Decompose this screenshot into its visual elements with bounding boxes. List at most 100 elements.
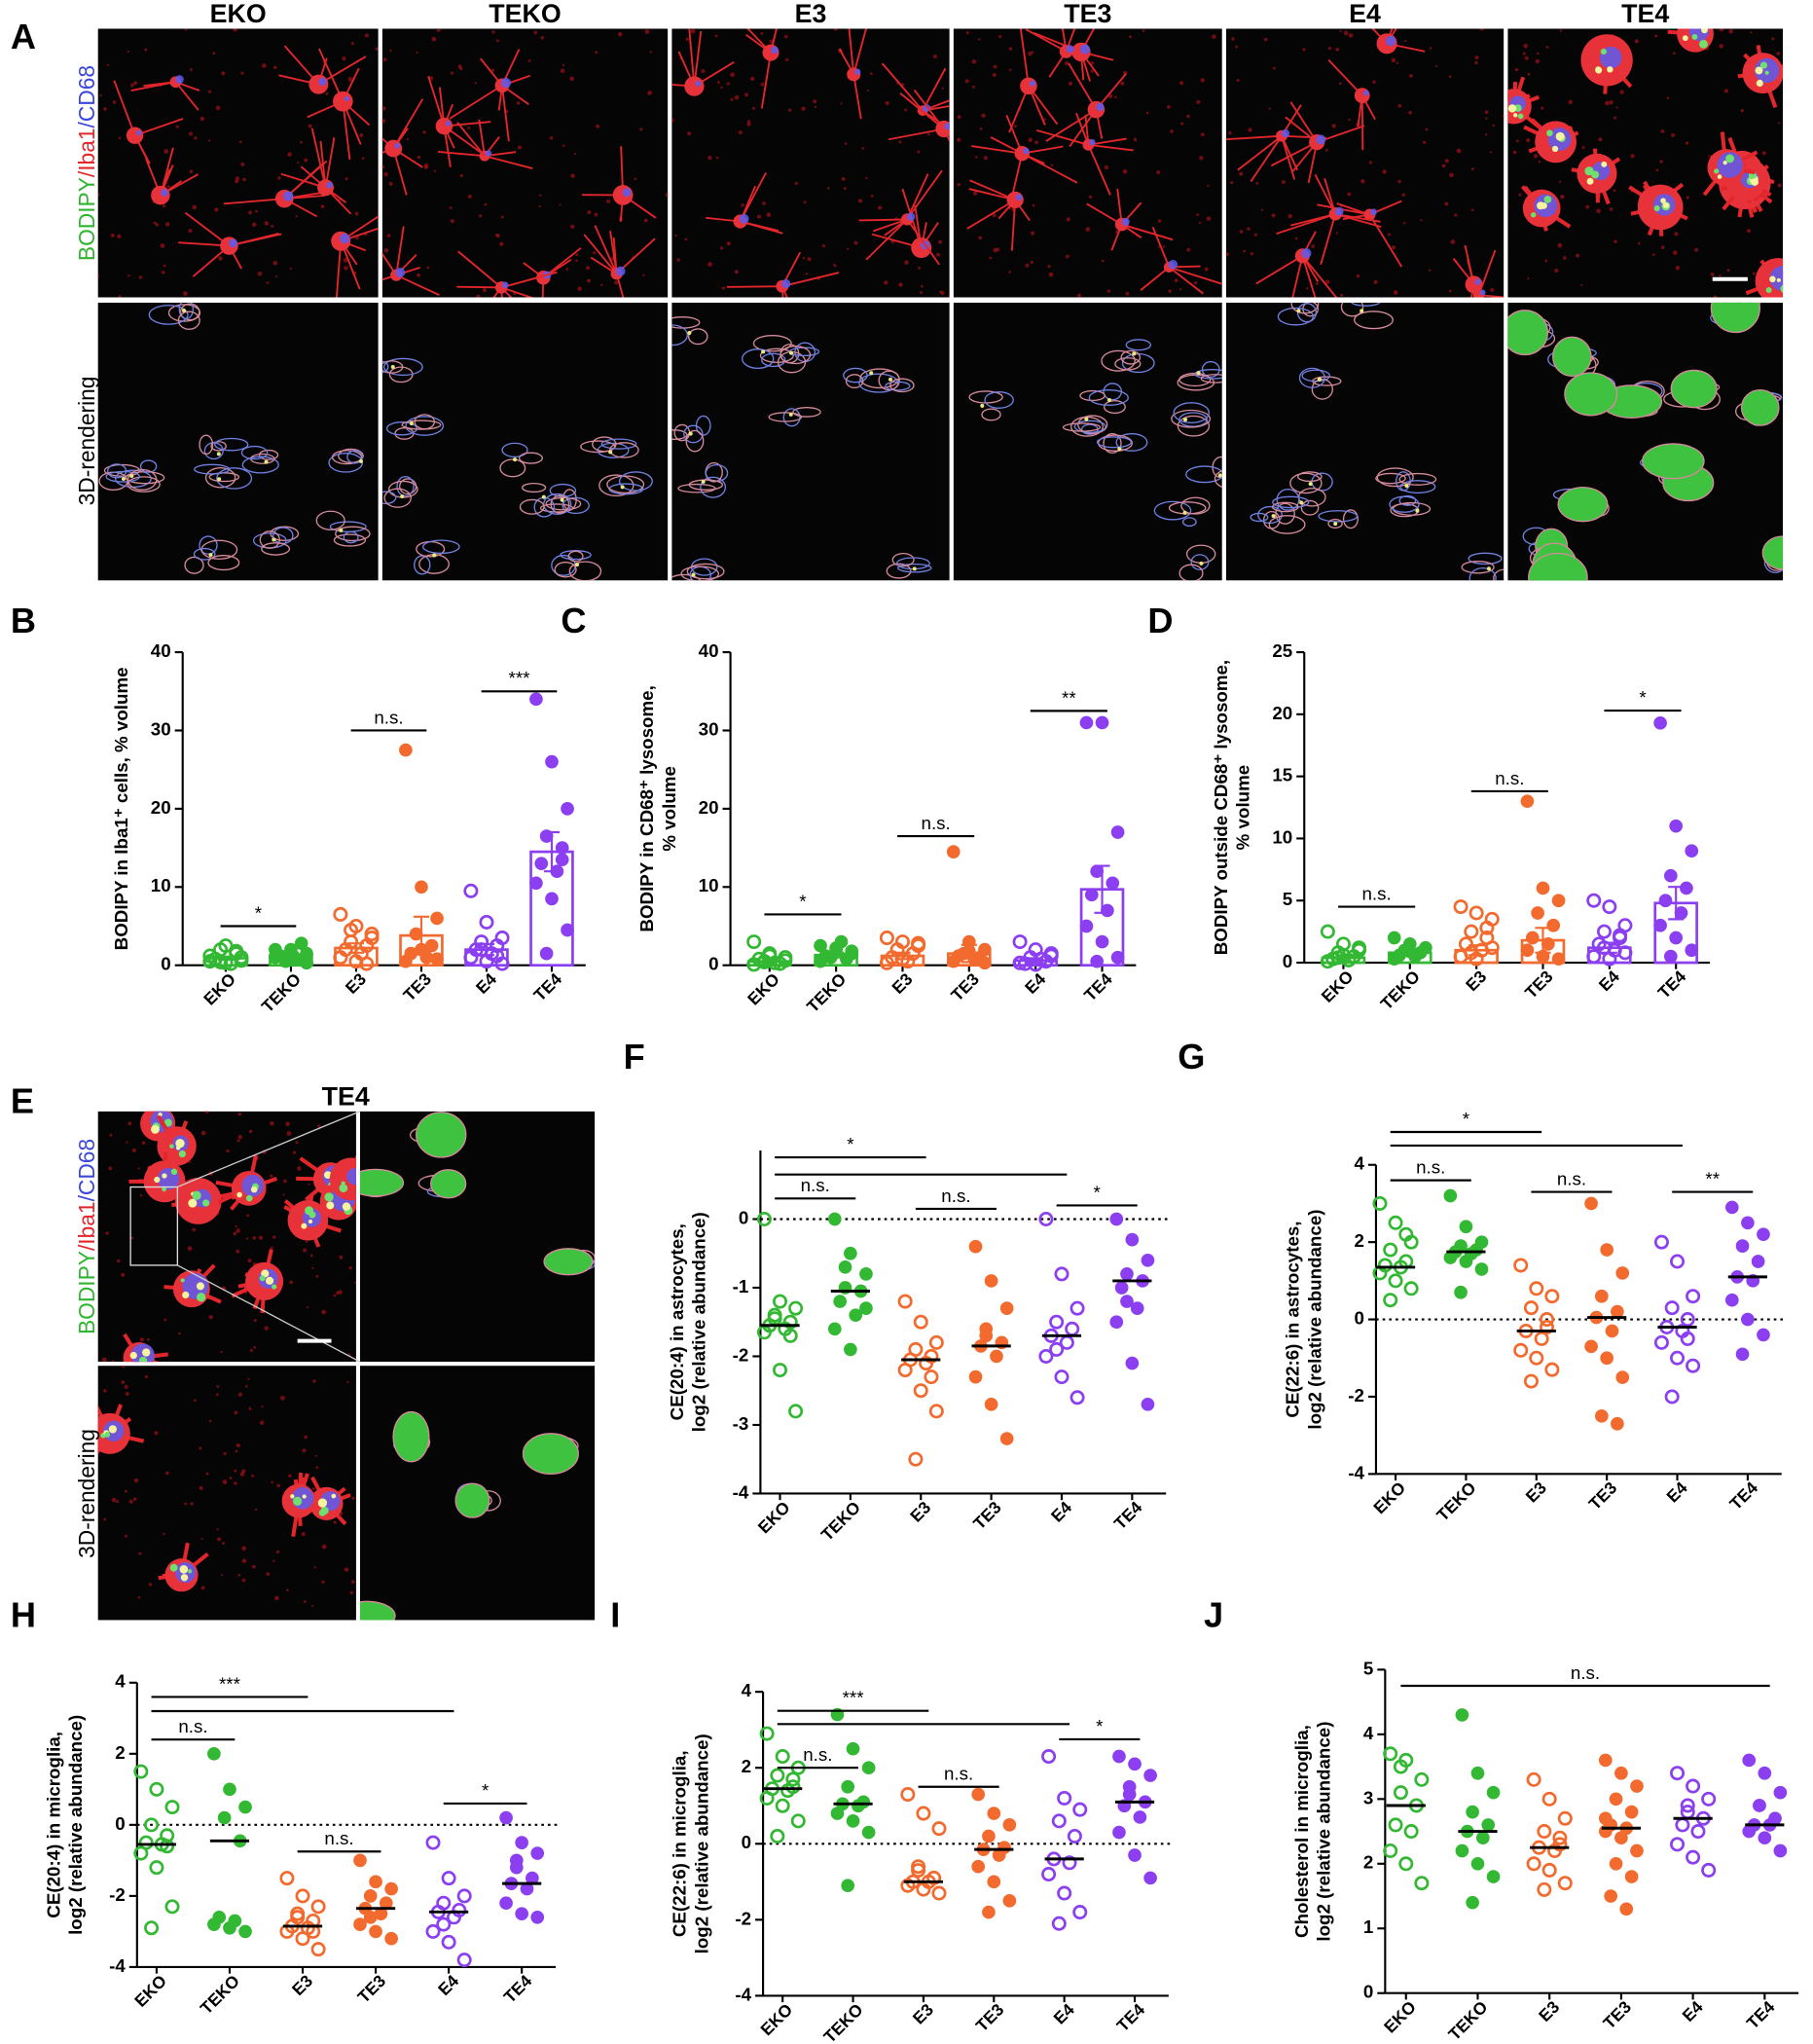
outline — [177, 310, 200, 330]
speckle — [1311, 244, 1315, 249]
y-tick-label: 5 — [1283, 889, 1292, 909]
speckle — [222, 1542, 225, 1546]
speckle — [1474, 60, 1478, 65]
speckle — [1101, 259, 1105, 263]
speckle — [936, 252, 941, 257]
speckle — [272, 1235, 276, 1239]
speckle — [124, 1384, 128, 1389]
process — [873, 218, 908, 233]
data-point — [1669, 819, 1684, 833]
speckle — [1114, 95, 1117, 99]
speckle — [240, 162, 245, 166]
speckle — [1196, 213, 1200, 217]
speckle — [295, 1141, 299, 1145]
data-point — [1534, 1331, 1549, 1346]
lysosome — [344, 95, 350, 102]
column-header: TE3 — [1064, 0, 1111, 28]
y-tick-label: -2 — [1348, 1385, 1364, 1405]
speckle — [762, 201, 766, 205]
speckle — [266, 1572, 271, 1577]
micrograph — [1507, 28, 1784, 298]
panel-title: TE4 — [322, 1081, 370, 1111]
data-point — [436, 1916, 452, 1932]
outline — [1171, 409, 1212, 428]
data-point — [456, 1953, 472, 1968]
process — [395, 226, 405, 275]
process — [500, 287, 503, 298]
lipid-dot — [1299, 500, 1304, 505]
data-point — [788, 1404, 804, 1419]
zoom-line — [177, 1111, 361, 1188]
speckle — [1580, 283, 1583, 287]
speckle — [634, 177, 637, 181]
x-tick-label: TE4 — [1654, 967, 1690, 1003]
speckle — [1726, 269, 1730, 272]
data-point — [1403, 1281, 1419, 1296]
data-point — [1481, 1818, 1496, 1832]
data-point — [1685, 844, 1699, 858]
speckle — [1484, 133, 1488, 136]
zoom-box — [129, 1186, 179, 1266]
speckle — [1231, 37, 1235, 41]
data-point — [1330, 950, 1346, 966]
speckle — [1512, 150, 1517, 155]
data-point — [1586, 893, 1602, 908]
speckle — [147, 1337, 150, 1341]
speckle — [926, 132, 930, 136]
data-point — [1017, 956, 1033, 971]
speckle — [302, 1448, 307, 1453]
outline — [889, 378, 915, 393]
x-tick-label: E4 — [1021, 968, 1049, 997]
speckle — [1515, 139, 1519, 143]
speckle — [233, 28, 237, 32]
speckle — [490, 68, 495, 73]
process — [852, 74, 862, 120]
speckle — [1133, 137, 1137, 141]
data-point — [1352, 940, 1367, 956]
lipid — [245, 1194, 253, 1202]
outline — [606, 475, 645, 494]
speckle — [351, 1496, 355, 1500]
speckle — [248, 210, 252, 215]
speckle — [957, 182, 961, 187]
speckle — [1170, 129, 1174, 133]
speckle — [1339, 29, 1342, 33]
data-point — [1529, 1281, 1544, 1296]
data-point — [924, 1369, 939, 1385]
speckle — [957, 137, 961, 142]
data-point — [509, 1853, 524, 1868]
speckle — [187, 1246, 193, 1251]
lipid — [1682, 35, 1688, 42]
data-point — [992, 1848, 1006, 1862]
outline — [600, 438, 637, 450]
speckle — [1441, 164, 1446, 168]
data-point — [1701, 1791, 1717, 1807]
data-point — [1387, 931, 1401, 945]
data-point — [1090, 954, 1104, 968]
outline — [194, 463, 231, 475]
process — [848, 28, 855, 75]
data-point — [353, 1917, 367, 1931]
process — [1360, 95, 1364, 151]
speckle — [273, 65, 277, 69]
data-point — [1414, 1771, 1430, 1787]
lipid-dot — [1182, 510, 1187, 515]
speckle — [821, 243, 826, 248]
data-point — [409, 927, 423, 941]
y-tick-label: -4 — [109, 1955, 126, 1976]
y-axis-label: CE(20:4) in astrocytes, — [667, 1223, 687, 1420]
data-point — [1084, 888, 1099, 902]
speckle — [240, 71, 244, 75]
process — [456, 285, 502, 289]
x-tick-label: TE4 — [529, 968, 565, 1004]
lipid-dot — [575, 563, 580, 567]
lipid-volume — [429, 1169, 467, 1199]
speckle — [1199, 156, 1204, 161]
y-tick-label: 20 — [151, 797, 171, 818]
process — [395, 274, 440, 296]
data-point — [968, 1369, 983, 1384]
process — [1301, 255, 1317, 298]
lipid-dot — [620, 485, 625, 490]
process — [852, 28, 867, 75]
speckle — [241, 1578, 246, 1583]
